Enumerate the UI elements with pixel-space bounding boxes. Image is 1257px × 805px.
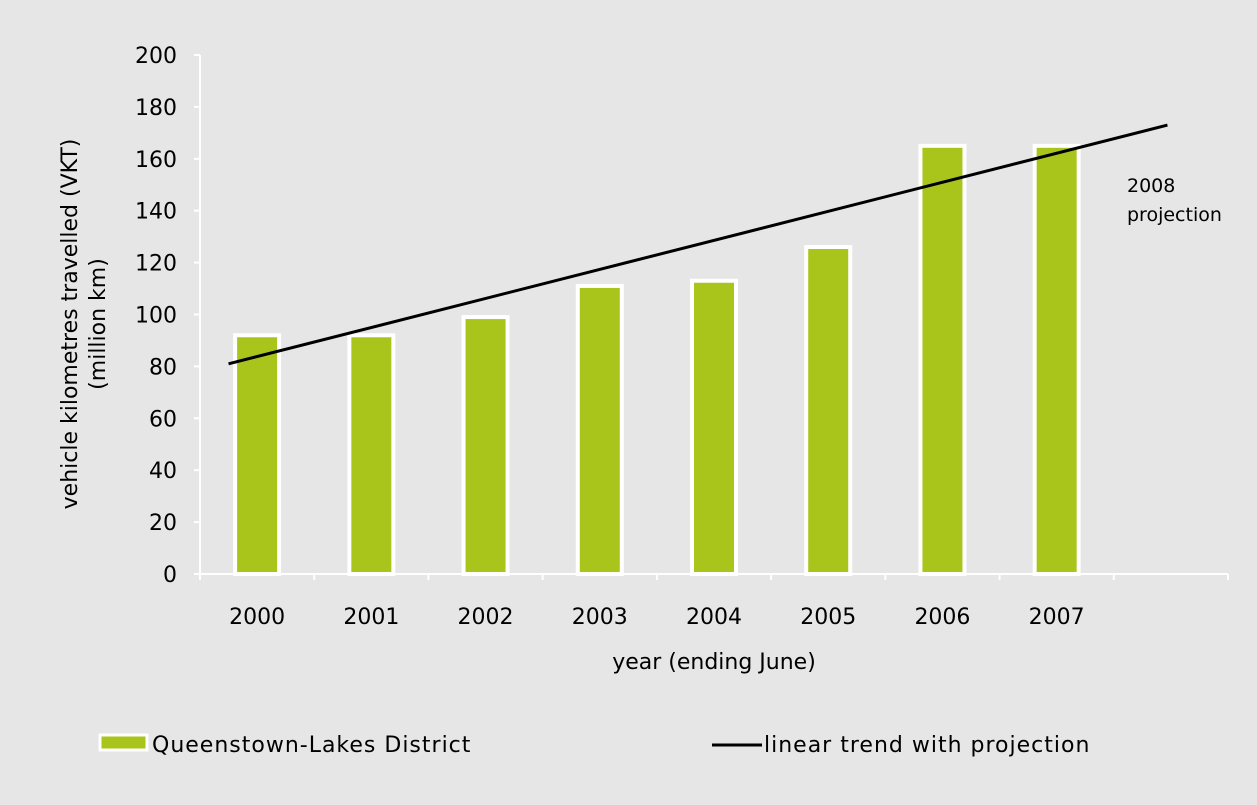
trend-layer <box>228 123 1168 366</box>
legend: Queenstown-Lakes District linear trend w… <box>98 733 1090 758</box>
y-tick-label-20: 20 <box>149 511 177 536</box>
y-tick-label-100: 100 <box>135 304 177 329</box>
y-tick-label-0: 0 <box>163 563 177 588</box>
axes-layer <box>194 54 1229 580</box>
projection-annotation-label: projection <box>1127 204 1222 226</box>
y-tick-label-40: 40 <box>149 459 177 484</box>
x-tick-label-2005: 2005 <box>800 605 856 630</box>
y-tick-label-120: 120 <box>135 252 177 277</box>
x-tick-label-2002: 2002 <box>458 605 514 630</box>
legend-line-label: linear trend with projection <box>764 733 1090 758</box>
projection-annotation-year: 2008 <box>1127 175 1175 197</box>
x-tick-label-2003: 2003 <box>572 605 628 630</box>
labels-layer: 0 20 40 60 80 100 120 140 160 180 200 2000 2001 2002 2… <box>135 44 1085 630</box>
x-tick-label-2000: 2000 <box>229 605 285 630</box>
x-tick-label-2006: 2006 <box>914 605 970 630</box>
x-axis-label: year (ending June) <box>612 650 816 675</box>
x-tick-label-2007: 2007 <box>1029 605 1085 630</box>
y-tick-label-160: 160 <box>135 148 177 173</box>
y-tick-label-80: 80 <box>149 355 177 380</box>
bar-2007 <box>1032 143 1081 576</box>
bars-layer <box>233 143 1081 577</box>
y-tick-label-180: 180 <box>135 96 177 121</box>
y-axis-label-line2: (million km) <box>86 258 111 390</box>
y-axis-label-line1: vehicle kilometres travelled (VKT) <box>58 139 83 510</box>
y-tick-label-200: 200 <box>135 44 177 69</box>
y-tick-label-60: 60 <box>149 407 177 432</box>
bar-2002 <box>461 315 510 576</box>
y-tick-label-140: 140 <box>135 200 177 225</box>
legend-bar-label: Queenstown-Lakes District <box>152 733 471 758</box>
bar-2006 <box>918 143 967 576</box>
bar-2001 <box>347 333 396 577</box>
x-tick-label-2004: 2004 <box>686 605 742 630</box>
trend-line <box>228 123 1168 366</box>
bar-2003 <box>575 283 624 576</box>
bar-2000 <box>233 333 282 577</box>
x-tick-label-2001: 2001 <box>343 605 399 630</box>
bar-2005 <box>804 245 853 576</box>
legend-bar-swatch <box>98 733 149 752</box>
bar-2004 <box>690 278 738 576</box>
